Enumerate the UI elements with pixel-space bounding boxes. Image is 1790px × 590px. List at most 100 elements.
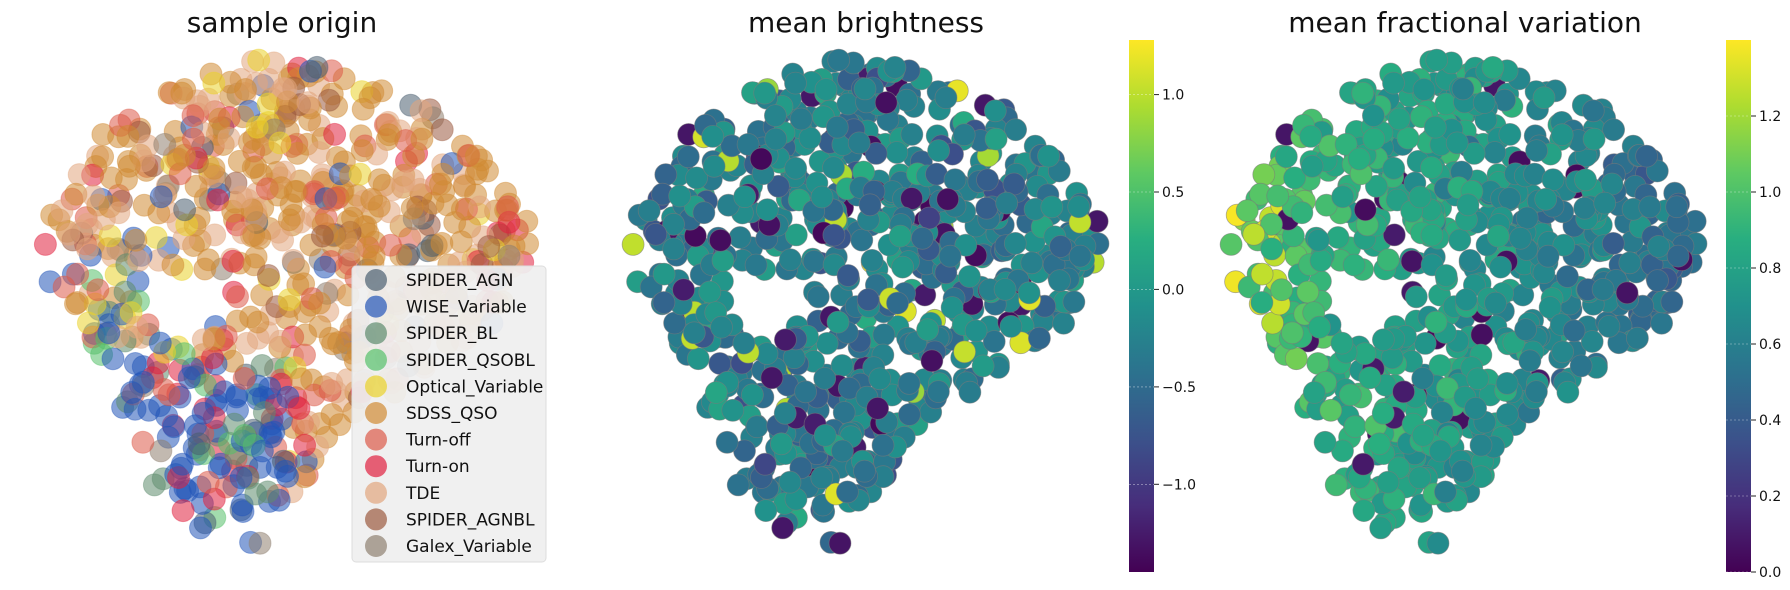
scatter-point xyxy=(1574,168,1597,192)
scatter-point xyxy=(732,331,756,355)
scatter-point xyxy=(113,280,137,304)
scatter-point xyxy=(1532,86,1556,110)
scatter-point xyxy=(1067,195,1091,219)
legend-label: SPIDER_AGNBL xyxy=(406,510,535,530)
scatter-point xyxy=(1466,367,1490,391)
legend-marker xyxy=(365,295,387,318)
scatter-point xyxy=(1309,249,1333,272)
scatter-point xyxy=(874,91,898,114)
scatter-point xyxy=(1618,251,1642,275)
scatter-point xyxy=(1462,141,1486,165)
scatter-point xyxy=(686,347,710,371)
scatter-point xyxy=(127,249,151,272)
scatter-point xyxy=(754,499,778,523)
scatter-point xyxy=(1404,285,1428,309)
scatter-point xyxy=(1362,104,1385,127)
scatter-point xyxy=(1352,499,1376,523)
scatter-point xyxy=(934,86,958,110)
scatter-point xyxy=(1408,185,1432,209)
scatter-point xyxy=(621,232,645,256)
scatter-point xyxy=(1411,366,1435,390)
scatter-point xyxy=(1020,251,1044,275)
scatter-point xyxy=(310,224,334,248)
scatter-point xyxy=(789,107,813,131)
colorbar-tick-label: 0.0 xyxy=(1759,565,1781,581)
scatter-point xyxy=(1319,398,1343,422)
scatter-point xyxy=(1483,141,1507,164)
scatter-point xyxy=(1382,156,1406,180)
scatter-point xyxy=(1347,147,1371,171)
scatter-point xyxy=(898,403,921,426)
scatter-point xyxy=(107,201,131,225)
scatter-point xyxy=(1369,516,1393,540)
scatter-point xyxy=(774,328,797,352)
scatter-point xyxy=(1464,396,1487,420)
scatter-point xyxy=(172,342,196,366)
scatter-point xyxy=(217,126,241,150)
scatter-point xyxy=(1582,127,1606,151)
scatter-point xyxy=(1283,166,1306,190)
scatter-point xyxy=(323,122,347,146)
legend-marker xyxy=(365,481,387,504)
scatter-point xyxy=(1296,280,1320,304)
scatter-point xyxy=(76,237,99,261)
scatter-point xyxy=(836,264,860,287)
scatter-point xyxy=(229,185,253,209)
panel-title: mean brightness xyxy=(748,6,984,39)
colorbar-tick-label: 1.0 xyxy=(1759,185,1781,201)
scatter-point xyxy=(940,296,964,319)
scatter-point xyxy=(954,233,978,257)
legend-marker xyxy=(365,508,387,531)
scatter-point xyxy=(815,331,839,355)
scatter-point xyxy=(229,466,253,490)
scatter-point xyxy=(847,131,871,155)
scatter-point xyxy=(1396,126,1420,150)
scatter-point xyxy=(429,172,452,196)
scatter-point xyxy=(770,432,793,456)
scatter-point xyxy=(1650,311,1673,335)
scatter-point xyxy=(709,228,732,252)
legend-label: SPIDER_AGN xyxy=(406,271,513,291)
scatter-point xyxy=(421,191,445,215)
scatter-point xyxy=(1495,371,1519,395)
scatter-point xyxy=(1451,77,1475,101)
scatter-point xyxy=(196,470,220,494)
scatter-point xyxy=(900,122,924,146)
scatter-point xyxy=(308,291,332,315)
scatter-point xyxy=(67,163,91,187)
scatter-point xyxy=(860,248,884,272)
colorbar-tick-label: 0.6 xyxy=(1759,337,1781,353)
scatter-point xyxy=(1376,248,1400,272)
scatter-point xyxy=(983,99,1007,123)
scatter-point xyxy=(885,141,909,164)
scatter-point xyxy=(858,193,882,217)
scatter-point xyxy=(1235,199,1259,223)
scatter-point xyxy=(117,154,141,178)
scatter-point xyxy=(1308,315,1331,339)
scatter-point xyxy=(927,380,950,404)
scatter-point xyxy=(468,195,492,219)
scatter-point xyxy=(97,321,121,345)
scatter-point xyxy=(1486,224,1510,248)
scatter-point xyxy=(864,141,888,165)
scatter-point xyxy=(120,381,144,404)
scatter-point xyxy=(1600,172,1624,196)
scatter-point xyxy=(234,78,257,101)
scatter-point xyxy=(1392,380,1415,404)
scatter-point xyxy=(975,196,999,220)
scatter-point xyxy=(1300,154,1324,178)
scatter-point xyxy=(1525,139,1548,163)
scatter-point xyxy=(410,127,434,151)
scatter-point xyxy=(246,310,270,334)
scatter-point xyxy=(377,123,401,147)
scatter-point xyxy=(358,86,382,110)
scatter-point xyxy=(1666,244,1690,268)
scatter-point xyxy=(1458,248,1482,272)
scatter-point xyxy=(1302,381,1326,404)
scatter-point xyxy=(1284,347,1308,371)
scatter-point xyxy=(825,115,849,139)
scatter-point xyxy=(1266,184,1290,208)
scatter-point xyxy=(362,244,386,268)
scatter-point xyxy=(320,371,344,395)
scatter-point xyxy=(794,380,817,404)
